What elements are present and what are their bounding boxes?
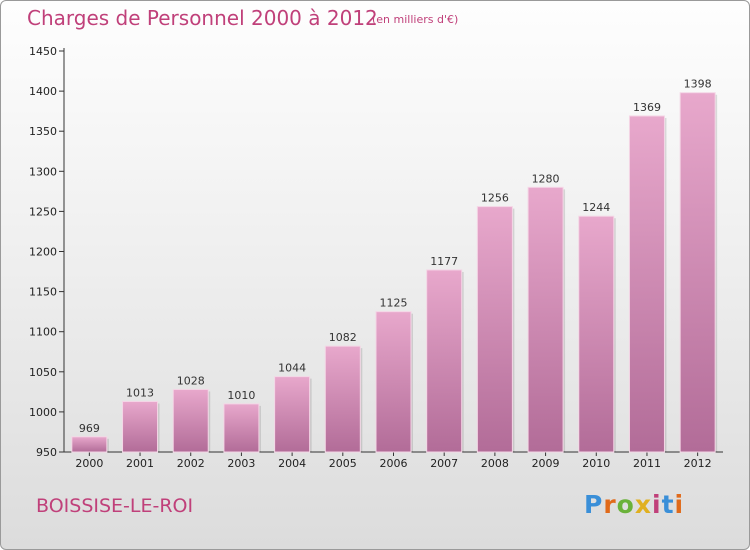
bars [71,92,718,453]
bar[interactable] [476,206,513,453]
y-tick-label: 1350 [29,125,57,138]
bar[interactable] [375,311,412,453]
value-label: 1028 [177,374,205,387]
logo-letter: i [674,490,685,519]
value-label: 1369 [633,101,661,114]
y-tick-label: 1050 [29,366,57,379]
x-tick-label: 2002 [177,457,205,470]
x-tick-label: 2010 [582,457,610,470]
logo-letter: t [661,490,675,519]
x-tick-label: 2000 [75,457,103,470]
value-label: 1256 [481,192,509,205]
chart-subtitle: (en milliers d'€) [372,13,459,26]
y-tick-label: 950 [36,446,57,459]
y-tick-label: 1250 [29,205,57,218]
bar[interactable] [628,115,665,453]
value-label: 1082 [329,331,357,344]
proxiti-logo[interactable]: Proxiti [584,490,684,519]
y-tick-label: 1150 [29,286,57,299]
x-tick-label: 2008 [481,457,509,470]
logo-letter: i [652,490,662,519]
value-label: 1280 [532,172,560,185]
bar[interactable] [223,403,260,453]
value-label: 1044 [278,362,306,375]
x-tick-label: 2009 [532,457,560,470]
x-tick-label: 2012 [684,457,712,470]
labels: 969 1013 1028 1010 1044 1082 1125 1177 1256 1280 1… [79,78,712,435]
value-label: 1398 [684,78,712,91]
x-tick-label: 2004 [278,457,306,470]
x-tick-label: 2001 [126,457,154,470]
logo-letter: x [634,490,652,519]
axes: 950 1000 1050 1100 1150 1200 1250 1300 1350 1400 1… [29,45,723,470]
bar[interactable] [324,345,361,453]
logo-letter: o [616,490,635,519]
x-tick-label: 2011 [633,457,661,470]
bar[interactable] [679,92,716,453]
bar[interactable] [426,269,463,453]
logo-letter: P [584,490,604,519]
x-tick-label: 2003 [227,457,255,470]
value-label: 1177 [430,255,458,268]
bar[interactable] [578,215,615,453]
value-label: 969 [79,422,100,435]
bar[interactable] [172,388,209,453]
y-tick-label: 1400 [29,85,57,98]
place-name: BOISSISE-LE-ROI [36,495,194,517]
y-tick-label: 1450 [29,45,57,58]
value-label: 1244 [582,201,610,214]
y-tick-label: 1100 [29,326,57,339]
value-label: 1010 [227,389,255,402]
x-tick-label: 2007 [430,457,458,470]
x-tick-label: 2005 [329,457,357,470]
bar[interactable] [274,376,311,453]
bar[interactable] [527,186,564,453]
y-tick-label: 1200 [29,246,57,259]
chart-title: Charges de Personnel 2000 à 2012 [27,6,378,30]
value-label: 1013 [126,386,154,399]
y-tick-label: 1300 [29,165,57,178]
bar[interactable] [71,436,108,453]
x-tick-label: 2006 [380,457,408,470]
value-label: 1125 [380,297,408,310]
bar[interactable] [122,400,159,453]
logo-letter: r [603,490,617,519]
y-tick-label: 1000 [29,406,57,419]
